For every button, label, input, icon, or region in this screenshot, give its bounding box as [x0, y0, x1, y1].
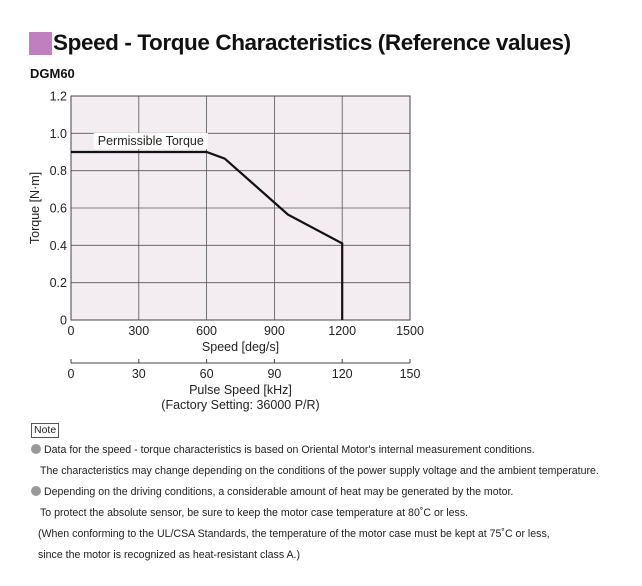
secondary-tick-label: 120: [332, 367, 353, 381]
secondary-tick-label: 30: [132, 367, 146, 381]
x-tick-label: 900: [264, 324, 285, 338]
series-label: Permissible Torque: [98, 134, 204, 148]
series-line: [71, 150, 344, 320]
note-text: The characteristics may change depending…: [40, 465, 599, 477]
bullet-icon: [31, 486, 41, 496]
bullet-icon: [31, 444, 41, 454]
y-tick-label: 0.2: [50, 276, 67, 290]
secondary-axis-sublabel: (Factory Setting: 36000 P/R): [161, 398, 319, 412]
plot-border: [70, 95, 411, 321]
y-tick-label: 0: [60, 314, 67, 328]
x-tick-label: 0: [68, 324, 75, 338]
x-tick-label: 600: [196, 324, 217, 338]
y-tick-label: 0.8: [50, 164, 67, 178]
note-text: since the motor is recognized as heat-re…: [38, 549, 301, 561]
note-line: Depending on the driving conditions, a c…: [31, 482, 599, 503]
note-text: Data for the speed - torque characterist…: [44, 444, 535, 456]
x-tick-label: 300: [128, 324, 149, 338]
speed-torque-chart: 00.20.40.60.81.01.20 300 600 900 1200 1500Spe…: [28, 90, 424, 413]
secondary-tick-label: 90: [267, 367, 281, 381]
secondary-tick-label: 150: [400, 367, 421, 381]
section-header: Speed - Torque Characteristics (Referenc…: [29, 30, 571, 56]
note-line: (When conforming to the UL/CSA Standards…: [31, 524, 599, 545]
y-tick-label: 1.0: [50, 127, 67, 141]
note-line: since the motor is recognized as heat-re…: [31, 545, 599, 566]
x-tick-label: 1500: [396, 324, 424, 338]
y-axis-label: Torque [N·m]: [28, 172, 42, 244]
y-tick-label: 1.2: [50, 90, 67, 104]
x-tick-label: 1200: [328, 324, 356, 338]
note-line: The characteristics may change depending…: [31, 461, 599, 482]
model-label: DGM60: [30, 66, 75, 81]
y-tick-label: 0.4: [50, 239, 67, 253]
note-line: Data for the speed - torque characterist…: [31, 440, 599, 461]
page-title: Speed - Torque Characteristics (Referenc…: [53, 30, 571, 55]
secondary-axis-label: Pulse Speed [kHz]: [189, 383, 292, 397]
note-label: Note: [31, 423, 60, 438]
series-label-background: [93, 133, 208, 149]
notes-list: Data for the speed - torque characterist…: [31, 440, 599, 566]
note-text: (When conforming to the UL/CSA Standards…: [38, 528, 550, 540]
note-text: To protect the absolute sensor, be sure …: [40, 507, 469, 519]
x-axis-label: Speed [deg/s]: [202, 340, 279, 354]
secondary-tick-label: 0: [68, 367, 75, 381]
secondary-tick-label: 60: [200, 367, 214, 381]
header-square-icon: [29, 31, 52, 55]
note-text: Depending on the driving conditions, a c…: [44, 486, 514, 498]
y-tick-label: 0.6: [50, 202, 67, 216]
note-line: To protect the absolute sensor, be sure …: [31, 503, 599, 524]
